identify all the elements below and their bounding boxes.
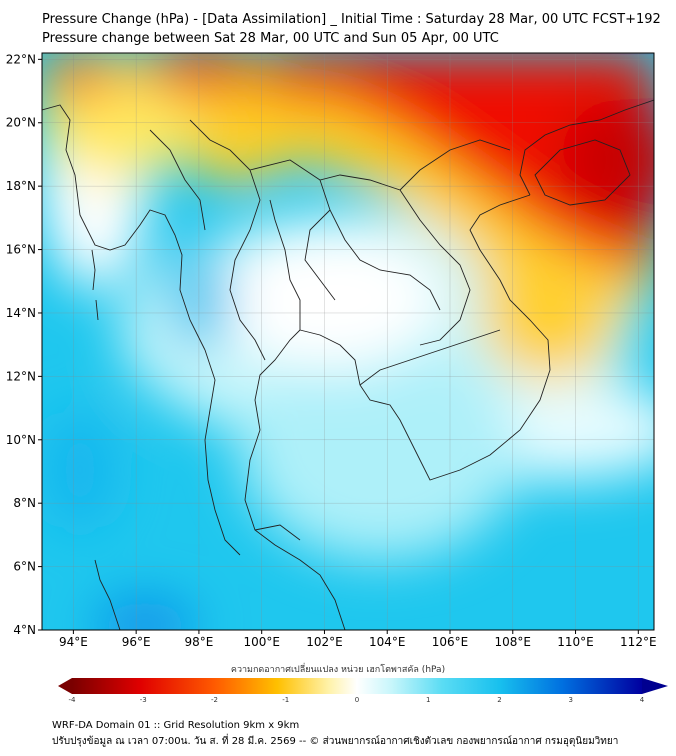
colorbar-tick-label: 2: [497, 696, 501, 704]
lon-tick-label: 96°E: [122, 635, 151, 649]
lon-tick-label: 110°E: [557, 635, 594, 649]
colorbar-tick-label: -1: [282, 696, 289, 704]
lat-tick-label: 4°N: [13, 623, 36, 637]
colorbar-tick-label: -2: [211, 696, 218, 704]
colorbar-extend-high: [642, 678, 668, 694]
colorbar-tick-label: 0: [355, 696, 359, 704]
colorbar-tick-label: 1: [426, 696, 430, 704]
lat-tick-label: 6°N: [13, 560, 36, 574]
lat-tick-label: 10°N: [6, 433, 36, 447]
map-frame: [41, 52, 655, 631]
lat-tick-label: 12°N: [6, 369, 36, 383]
colorbar-ticks: -4 -3 -2 -1 0 1 2 3 4: [69, 696, 645, 704]
lat-tick-label: 20°N: [6, 116, 36, 130]
colorbar-extend-low: [58, 678, 72, 694]
lat-tick-label: 16°N: [6, 243, 36, 257]
map-subtitle: Pressure change between Sat 28 Mar, 00 U…: [42, 31, 499, 46]
colorbar-title: ความกดอากาศเปลี่ยนแปลง หน่วย เฮกโตพาสคัล…: [230, 665, 446, 675]
lat-tick-label: 22°N: [6, 52, 36, 66]
lon-tick-label: 94°E: [59, 635, 88, 649]
lat-tick-label: 14°N: [6, 306, 36, 320]
lon-tick-label: 104°E: [369, 635, 406, 649]
lon-tick-label: 108°E: [495, 635, 532, 649]
lat-tick-label: 18°N: [6, 179, 36, 193]
coastlines-and-borders: [42, 99, 654, 630]
map-axes: 94°E 96°E 98°E 100°E 102°E 104°E 106°E 108°E 110…: [6, 52, 657, 649]
colorbar-gradient: [72, 678, 642, 694]
colorbar: -4 -3 -2 -1 0 1 2 3 4: [58, 678, 668, 704]
colorbar-tick-label: 4: [640, 696, 645, 704]
colorbar-tick-label: 3: [569, 696, 573, 704]
lat-tick-label: 8°N: [13, 496, 36, 510]
lon-tick-label: 112°E: [620, 635, 657, 649]
lon-tick-label: 100°E: [243, 635, 280, 649]
lon-tick-label: 102°E: [306, 635, 343, 649]
map-title: Pressure Change (hPa) - [Data Assimilati…: [42, 12, 661, 27]
footer-credit: ปรับปรุงข้อมูล ณ เวลา 07:00น. วัน ส. ที่…: [52, 736, 619, 747]
colorbar-tick-label: -4: [69, 696, 77, 704]
lon-tick-label: 98°E: [184, 635, 213, 649]
colorbar-tick-label: -3: [140, 696, 147, 704]
footer-model-info: WRF-DA Domain 01 :: Grid Resolution 9km …: [52, 720, 300, 731]
pressure-field: [42, 53, 654, 630]
lon-tick-label: 106°E: [432, 635, 469, 649]
